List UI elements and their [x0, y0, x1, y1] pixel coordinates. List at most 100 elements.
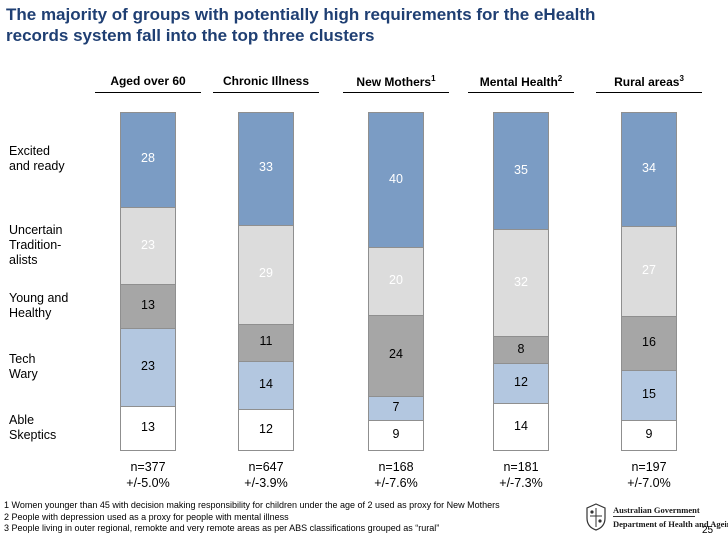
row-label: Young and Healthy: [9, 291, 68, 321]
bar-segment: [238, 323, 294, 363]
column-header-label: New Mothers: [356, 75, 432, 89]
row-label-line: Able: [9, 413, 35, 428]
logo-divider: [613, 516, 695, 517]
bar-value-label: 29: [259, 266, 273, 281]
coat-of-arms-icon: [586, 503, 606, 531]
sample-size: n=377 +/-5.0%: [92, 459, 204, 491]
column-header-label: Rural areas: [614, 75, 680, 89]
bar-segment: [621, 316, 677, 371]
logo-text: Australian Government Department of Heal…: [613, 503, 728, 531]
sample-margin-of-error: +/-5.0%: [126, 476, 170, 490]
column-header-underline: [596, 92, 702, 93]
row-label-line: and ready: [9, 159, 65, 174]
column-header-label: Mental Health: [479, 75, 558, 89]
sample-margin-of-error: +/-3.9%: [244, 476, 288, 490]
bar-value-label: 23: [141, 237, 155, 252]
bar-value-label: 40: [389, 171, 403, 186]
bar-value-label: 14: [514, 418, 528, 433]
bar-segment: [120, 112, 176, 208]
bar-value-label: 11: [259, 334, 273, 349]
row-label-line: Tech: [9, 352, 36, 367]
bar-value-label: 7: [392, 399, 400, 414]
row-label: Uncertain Tradition-alists: [9, 223, 63, 268]
sample-n: n=181: [503, 460, 539, 474]
row-label-line: Uncertain: [9, 223, 63, 237]
row-label-line: Tradition-: [9, 238, 62, 252]
column-header-footnote-ref: 2: [557, 74, 563, 83]
sample-size: n=647 +/-3.9%: [210, 459, 322, 491]
logo-line-1: Australian Government: [613, 505, 700, 515]
row-label-line: Wary: [9, 367, 38, 382]
bar-segment: [493, 229, 549, 338]
bar-value-label: 33: [259, 160, 273, 175]
sample-margin-of-error: +/-7.3%: [499, 476, 543, 490]
bar-value-label: 34: [642, 160, 656, 175]
bar-value-label: 8: [517, 341, 525, 356]
bar-segment: [621, 112, 677, 227]
column-header: Mental Health2: [465, 74, 577, 89]
bar-value-label: 16: [642, 334, 656, 349]
column-header-footnote-ref: 3: [679, 74, 684, 83]
sample-size: n=197 +/-7.0%: [593, 459, 705, 491]
row-label-line: Young and: [9, 291, 69, 306]
page-title: The majority of groups with potentially …: [6, 4, 722, 46]
column-header-label: Chronic Illness: [222, 74, 310, 88]
column-header-underline: [468, 92, 574, 93]
bar-value-label: 28: [141, 151, 155, 166]
column-header-underline: [343, 92, 449, 93]
row-label-line: alists: [9, 253, 38, 267]
bar-segment: [493, 403, 549, 451]
row-label: Able Skeptics: [9, 413, 56, 443]
sample-margin-of-error: +/-7.0%: [627, 476, 671, 490]
row-label-line: Healthy: [9, 306, 52, 321]
bar-segment: [621, 225, 677, 318]
sample-n: n=168: [378, 460, 414, 474]
bar-segment: [238, 224, 294, 325]
government-logo: Australian Government Department of Heal…: [583, 499, 728, 539]
page-number: 25: [702, 525, 714, 536]
row-label-line: Skeptics: [9, 428, 57, 443]
logo-line-2: Department of Health and Ageing: [613, 519, 728, 529]
sample-margin-of-error: +/-7.6%: [374, 476, 418, 490]
bar-segment: [368, 314, 424, 397]
bar-segment: [368, 247, 424, 316]
sample-n: n=647: [248, 460, 284, 474]
sample-n: n=197: [631, 460, 667, 474]
column-header: Chronic Illness: [210, 74, 322, 88]
column-header-underline: [213, 92, 319, 93]
bar-segment: [120, 406, 176, 451]
bar-value-label: 13: [141, 420, 155, 435]
bar-segment: [368, 112, 424, 249]
sample-n: n=377: [130, 460, 166, 474]
bar-value-label: 9: [645, 426, 653, 441]
bar-value-label: 13: [141, 298, 155, 313]
footnote-2: 2 People with depression used as a proxy…: [4, 511, 289, 522]
column-header-label: Aged over 60: [110, 74, 186, 88]
bar-value-label: 27: [642, 262, 656, 277]
bar-value-label: 15: [642, 386, 656, 401]
bar-value-label: 35: [514, 162, 528, 177]
title-line-2: records system fall into the top three c…: [6, 26, 375, 45]
sample-size: n=168 +/-7.6%: [340, 459, 452, 491]
bar-value-label: 12: [259, 421, 273, 436]
column-header: New Mothers1: [340, 74, 452, 89]
bar-segment: [238, 409, 294, 451]
row-label: Tech Wary: [9, 352, 38, 382]
bar-segment: [621, 419, 677, 451]
bar-segment: [120, 328, 176, 408]
row-label: Excited and ready: [9, 144, 65, 174]
bar-value-label: 24: [389, 347, 403, 362]
bar-value-label: 14: [259, 377, 273, 392]
footnotes: 1 Women younger than 45 with decision ma…: [4, 500, 500, 535]
column-header-footnote-ref: 1: [431, 74, 436, 83]
title-line-1: The majority of groups with potentially …: [6, 5, 596, 24]
bar-segment: [368, 395, 424, 421]
bar-value-label: 20: [389, 273, 403, 287]
footnote-1: 1 Women younger than 45 with decision ma…: [4, 500, 500, 510]
column-header: Rural areas3: [593, 74, 705, 89]
column-header: Aged over 60: [92, 74, 204, 88]
bar-segment: [238, 112, 294, 226]
row-label-line: Excited: [9, 144, 50, 159]
bar-value-label: 32: [514, 274, 528, 289]
bar-value-label: 23: [141, 359, 155, 374]
